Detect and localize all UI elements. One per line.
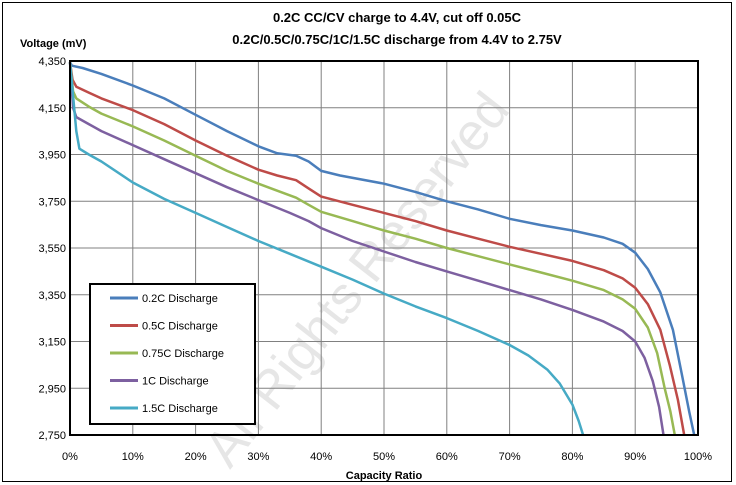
x-tick-label: 70% — [499, 451, 521, 463]
legend: 0.2C Discharge 0.5C Discharge 0.75C Discha… — [89, 283, 256, 425]
legend-entry: 0.2C Discharge — [142, 293, 218, 305]
series-line-2 — [68, 62, 677, 436]
y-tick-label: 3,750 — [38, 196, 66, 208]
y-tick-labels: 4,350 4,150 3,950 3,750 3,550 3,350 3,150 2,950… — [38, 56, 66, 442]
x-axis-label: Capacity Ratio — [346, 470, 423, 482]
series-line-0 — [68, 61, 696, 436]
x-tick-label: 20% — [185, 451, 207, 463]
legend-entry: 0.5C Discharge — [142, 321, 218, 333]
x-tick-label: 80% — [561, 451, 583, 463]
y-tick-label: 4,350 — [38, 56, 66, 68]
x-tick-label: 0% — [62, 451, 78, 463]
legend-entry: 1.5C Discharge — [142, 403, 218, 415]
legend-entry: 1C Discharge — [142, 376, 209, 388]
plot-border — [69, 60, 699, 436]
y-tick-label: 4,150 — [38, 103, 66, 115]
x-tick-labels: 0% 10% 20% 30% 40% 50% 60% 70% 80% 90% 100% — [62, 451, 712, 463]
x-tick-label: 10% — [122, 451, 144, 463]
y-tick-label: 3,950 — [38, 150, 66, 162]
series-line-3 — [68, 62, 665, 436]
y-tick-label: 2,750 — [38, 430, 66, 442]
series-lines — [68, 61, 696, 436]
x-tick-label: 40% — [310, 451, 332, 463]
chart-subtitle: 0.2C/0.5C/0.75C/1C/1.5C discharge from 4… — [232, 32, 562, 47]
y-tick-label: 3,550 — [38, 243, 66, 255]
y-tick-label: 3,350 — [38, 290, 66, 302]
x-tick-label: 60% — [436, 451, 458, 463]
legend-box — [89, 283, 256, 425]
x-tick-label: 30% — [247, 451, 269, 463]
x-tick-label: 100% — [684, 451, 712, 463]
series-line-1 — [68, 62, 686, 436]
y-axis-label: Voltage (mV) — [20, 38, 87, 50]
x-tick-label: 50% — [373, 451, 395, 463]
chart-title: 0.2C CC/CV charge to 4.4V, cut off 0.05C — [273, 10, 522, 25]
y-tick-label: 3,150 — [38, 337, 66, 349]
x-tick-label: 90% — [624, 451, 646, 463]
y-tick-label: 2,950 — [38, 383, 66, 395]
series-line-4 — [68, 62, 585, 436]
legend-entry: 0.75C Discharge — [142, 348, 224, 360]
